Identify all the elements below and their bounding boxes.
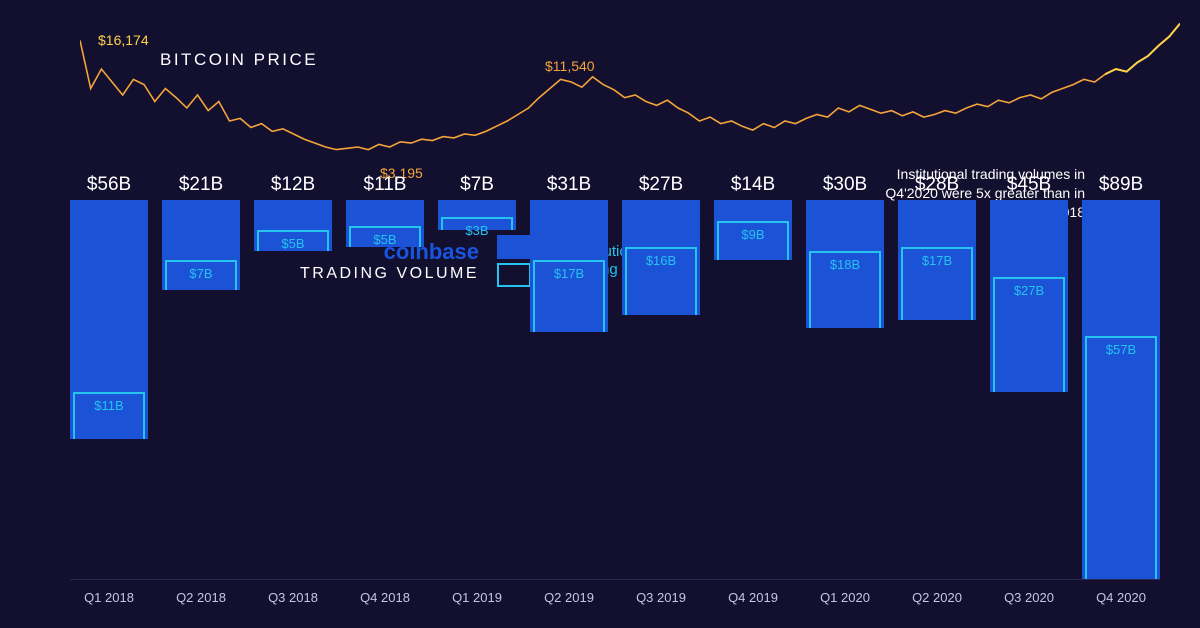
- bar-institutional: $17B: [533, 260, 605, 333]
- bar-total-label: $56B: [87, 174, 131, 196]
- bar-institutional: $5B: [257, 230, 329, 251]
- bar-institutional-label: $27B: [1014, 283, 1044, 298]
- bar-group: $7B$3B: [438, 200, 516, 579]
- bar-total: $11B$5B: [346, 200, 424, 247]
- bar-total: $28B$17B: [898, 200, 976, 320]
- bar-total: $14B$9B: [714, 200, 792, 260]
- bar-total: $21B$7B: [162, 200, 240, 290]
- bar-group: $30B$18B: [806, 200, 884, 579]
- x-axis-label: Q4 2020: [1082, 584, 1160, 608]
- bar-total: $31B$17B: [530, 200, 608, 332]
- bar-total-label: $45B: [1007, 174, 1051, 196]
- bar-total: $27B$16B: [622, 200, 700, 315]
- bar-total-label: $31B: [547, 174, 591, 196]
- bar-group: $14B$9B: [714, 200, 792, 579]
- bar-institutional: $5B: [349, 226, 421, 247]
- bar-institutional: $27B: [993, 277, 1065, 392]
- bar-total-label: $14B: [731, 174, 775, 196]
- bar-group: $12B$5B: [254, 200, 332, 579]
- bar-institutional-label: $17B: [922, 253, 952, 268]
- bar-institutional-label: $57B: [1106, 342, 1136, 357]
- bar-total: $12B$5B: [254, 200, 332, 251]
- bar-institutional: $11B: [73, 392, 145, 439]
- x-axis-label: Q1 2020: [806, 584, 884, 608]
- bar-total-label: $21B: [179, 174, 223, 196]
- bar-institutional-label: $11B: [94, 398, 123, 413]
- bar-total: $30B$18B: [806, 200, 884, 328]
- bar-institutional-label: $9B: [741, 227, 764, 242]
- trading-volume-chart: $56B$11B$21B$7B$12B$5B$11B$5B$7B$3B$31B$…: [70, 200, 1160, 608]
- x-axis-label: Q3 2018: [254, 584, 332, 608]
- bar-total: $56B$11B: [70, 200, 148, 439]
- bar-total-label: $11B: [364, 174, 407, 196]
- x-axis-label: Q1 2019: [438, 584, 516, 608]
- bar-group: $27B$16B: [622, 200, 700, 579]
- bar-total: $45B$27B: [990, 200, 1068, 392]
- bar-group: $28B$17B: [898, 200, 976, 579]
- btc-high-callout: $16,174: [98, 32, 149, 48]
- bar-group: $56B$11B: [70, 200, 148, 579]
- x-axis-label: Q2 2018: [162, 584, 240, 608]
- bar-institutional-label: $3B: [465, 223, 488, 238]
- bar-institutional-label: $5B: [373, 232, 396, 247]
- bar-institutional: $16B: [625, 247, 697, 315]
- bar-institutional-label: $16B: [646, 253, 676, 268]
- bar-total: $7B$3B: [438, 200, 516, 230]
- bar-total-label: $12B: [271, 174, 315, 196]
- bar-institutional-label: $5B: [281, 236, 304, 251]
- bar-institutional: $18B: [809, 251, 881, 328]
- x-axis-label: Q2 2020: [898, 584, 976, 608]
- bar-institutional-label: $17B: [554, 266, 584, 281]
- x-axis-label: Q3 2020: [990, 584, 1068, 608]
- bar-total-label: $89B: [1099, 174, 1143, 196]
- bar-institutional-label: $18B: [830, 257, 860, 272]
- bar-group: $89B$57B: [1082, 200, 1160, 579]
- bar-institutional: $7B: [165, 260, 237, 290]
- bar-institutional-label: $7B: [189, 266, 212, 281]
- x-axis-label: Q4 2018: [346, 584, 424, 608]
- btc-mid-callout: $11,540: [545, 58, 595, 74]
- bitcoin-price-chart: $16,174 BITCOIN PRICE $3,195 $11,540: [80, 10, 1180, 190]
- x-axis: Q1 2018 Q2 2018 Q3 2018 Q4 2018 Q1 2019 Q2 20…: [70, 584, 1160, 608]
- bitcoin-price-label: BITCOIN PRICE: [160, 50, 318, 70]
- bars-container: $56B$11B$21B$7B$12B$5B$11B$5B$7B$3B$31B$…: [70, 200, 1160, 580]
- bar-institutional: $57B: [1085, 336, 1157, 579]
- bar-group: $11B$5B: [346, 200, 424, 579]
- bar-total-label: $30B: [823, 174, 867, 196]
- bar-total-label: $7B: [460, 174, 494, 196]
- btc-mid-value: $11,540: [545, 58, 595, 74]
- bar-group: $21B$7B: [162, 200, 240, 579]
- bar-institutional: $9B: [717, 221, 789, 259]
- x-axis-label: Q2 2019: [530, 584, 608, 608]
- bitcoin-line-svg: [80, 10, 1180, 190]
- bar-total: $89B$57B: [1082, 200, 1160, 579]
- bar-total-label: $27B: [639, 174, 683, 196]
- bar-group: $31B$17B: [530, 200, 608, 579]
- bar-group: $45B$27B: [990, 200, 1068, 579]
- bar-total-label: $28B: [915, 174, 959, 196]
- x-axis-label: Q1 2018: [70, 584, 148, 608]
- x-axis-label: Q3 2019: [622, 584, 700, 608]
- btc-high-value: $16,174: [98, 32, 149, 48]
- bar-institutional: $3B: [441, 217, 513, 230]
- bar-institutional: $17B: [901, 247, 973, 320]
- x-axis-label: Q4 2019: [714, 584, 792, 608]
